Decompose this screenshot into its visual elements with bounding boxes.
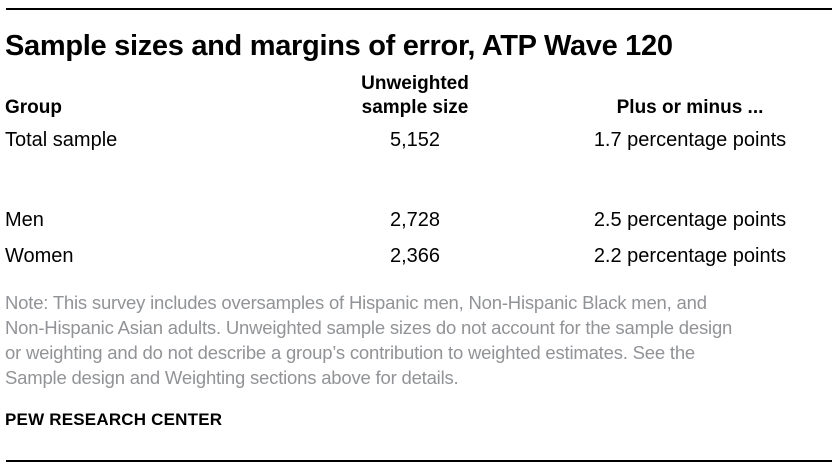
page-title: Sample sizes and margins of error, ATP W…: [5, 30, 673, 62]
note-line: or weighting and do not describe a group…: [5, 342, 696, 363]
top-rule-divider: [6, 8, 832, 10]
source-label: PEW RESEARCH CENTER: [5, 410, 223, 429]
margin-cell: 2.5 percentage points: [593, 209, 787, 231]
table-row: Total sample 5,152 1.7 percentage points: [0, 128, 840, 158]
note-text: Note: This survey includes oversamples o…: [5, 290, 825, 390]
column-header-group: Group: [5, 97, 62, 118]
table-row: Women 2,366 2.2 percentage points: [0, 244, 840, 274]
note-line: Note: This survey includes oversamples o…: [5, 292, 707, 313]
sample-size-cell: 2,728: [389, 209, 441, 231]
note-line: Non-Hispanic Asian adults. Unweighted sa…: [5, 317, 733, 338]
table-header-row: Group Unweighted sample size Plus or min…: [0, 68, 840, 120]
group-cell: Women: [5, 245, 74, 267]
margin-cell: 2.2 percentage points: [593, 245, 787, 267]
table-row: Men 2,728 2.5 percentage points: [0, 208, 840, 238]
column-header-plus-or-minus: Plus or minus ...: [616, 97, 764, 118]
group-cell: Total sample: [5, 129, 118, 151]
note-line: Sample design and Weighting sections abo…: [5, 367, 459, 388]
margin-cell: 1.7 percentage points: [593, 129, 787, 151]
column-header-unweighted-sample-size: Unweighted sample size: [361, 73, 469, 118]
sample-size-cell: 5,152: [389, 129, 441, 151]
bottom-rule-divider: [6, 460, 832, 462]
sample-size-cell: 2,366: [389, 245, 441, 267]
group-cell: Men: [5, 209, 44, 231]
